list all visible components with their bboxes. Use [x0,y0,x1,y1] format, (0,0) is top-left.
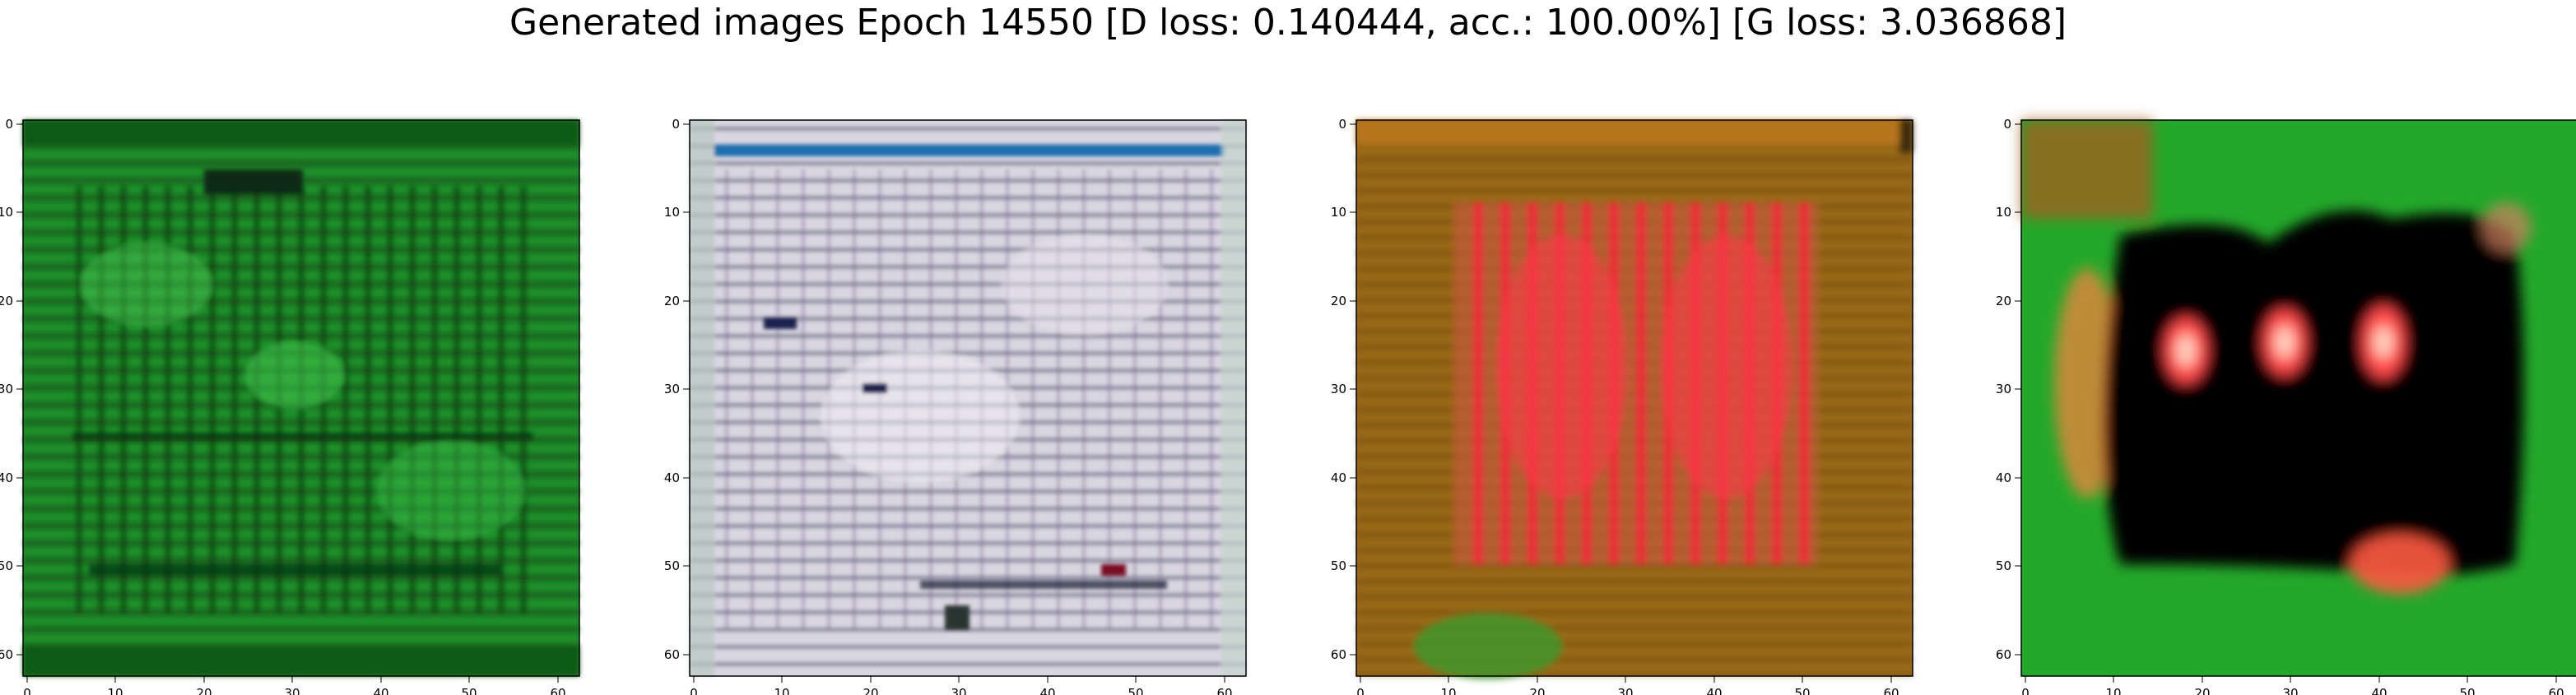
x-tick-label: 20 [1529,686,1545,695]
x-tick-label: 40 [1039,686,1055,695]
y-tick-label: 60 [1331,647,1346,662]
y-tick-label: 10 [0,205,13,220]
x-tick-label: 0 [2021,686,2030,695]
x-tick-label: 60 [1883,686,1899,695]
y-tick-label: 0 [2003,117,2011,132]
x-tick-label: 20 [196,686,212,695]
x-tick-label: 30 [1617,686,1633,695]
x-tick-label: 30 [284,686,300,695]
x-tick-label: 20 [2194,686,2210,695]
y-tick-label: 60 [0,647,13,662]
x-tick-label: 50 [461,686,477,695]
image-axes-1: 0 10 20 30 40 50 60 0 10 20 30 40 50 60 [0,117,580,695]
y-tick-label: 0 [5,117,13,132]
y-tick-label: 40 [1996,470,2011,485]
y-tick-label: 60 [1996,647,2011,662]
y-tick-label: 50 [1996,558,2011,573]
y-tick-label: 10 [664,205,680,220]
y-tick-label: 0 [672,117,680,132]
x-tick-label: 60 [2548,686,2564,695]
y-ticks: 0 10 20 30 40 50 60 [1331,117,1356,662]
x-tick-label: 10 [2105,686,2121,695]
generated-image-panel-2: 0 10 20 30 40 50 60 0 10 20 30 40 50 60 [664,117,1247,695]
y-tick-label: 30 [1331,382,1346,396]
y-tick-label: 40 [1331,470,1346,485]
x-tick-label: 20 [863,686,878,695]
y-tick-label: 50 [0,558,13,573]
axes-frame [2020,119,2576,677]
y-tick-label: 30 [664,382,680,396]
x-tick-label: 40 [2371,686,2387,695]
y-ticks: 0 10 20 30 40 50 60 [664,117,690,662]
y-tick-label: 20 [1996,294,2011,308]
generated-image-2 [690,120,1246,676]
generated-image-panel-1: 0 10 20 30 40 50 60 0 10 20 30 40 50 60 [0,117,580,695]
image-axes-4: 0 10 20 30 40 50 60 0 10 20 30 40 50 60 [1996,117,2576,695]
x-tick-label: 60 [550,686,565,695]
y-tick-label: 0 [1338,117,1346,132]
x-tick-label: 10 [774,686,789,695]
y-tick-label: 30 [0,382,13,396]
y-tick-label: 20 [664,294,680,308]
y-tick-label: 20 [0,294,13,308]
x-tick-label: 50 [1794,686,1810,695]
y-tick-label: 50 [1331,558,1346,573]
axes-frame [22,119,580,677]
x-tick-label: 40 [1706,686,1722,695]
y-tick-label: 40 [0,470,13,485]
image-axes-3: 0 10 20 30 40 50 60 0 10 20 30 40 50 60 [1331,117,1913,695]
x-ticks: 0 10 20 30 40 50 60 [23,676,566,695]
x-tick-label: 0 [1356,686,1365,695]
x-tick-label: 0 [690,686,698,695]
generated-image-panel-3: 0 10 20 30 40 50 60 0 10 20 30 40 50 60 [1331,117,1913,695]
y-tick-label: 20 [1331,294,1346,308]
x-ticks: 0 10 20 30 40 50 60 [2021,676,2564,695]
y-tick-label: 50 [664,558,680,573]
generated-image-1 [23,120,579,676]
x-tick-label: 30 [2282,686,2298,695]
x-ticks: 0 10 20 30 40 50 60 [1356,676,1899,695]
x-tick-label: 10 [1440,686,1456,695]
y-ticks: 0 10 20 30 40 50 60 [0,117,23,662]
axes-frame [1355,119,1913,677]
generated-image-panel-4: 0 10 20 30 40 50 60 0 10 20 30 40 50 60 [1996,117,2576,695]
y-tick-label: 60 [664,647,680,662]
y-tick-label: 10 [1331,205,1346,220]
y-tick-label: 30 [1996,382,2011,396]
generated-image-4 [2021,120,2576,676]
y-tick-label: 40 [664,470,680,485]
x-ticks: 0 10 20 30 40 50 60 [690,676,1233,695]
image-axes-2: 0 10 20 30 40 50 60 0 10 20 30 40 50 60 [664,117,1247,695]
y-ticks: 0 10 20 30 40 50 60 [1996,117,2021,662]
figure-title: Generated images Epoch 14550 [D loss: 0.… [509,2,2067,44]
x-tick-label: 50 [1128,686,1143,695]
generated-image-3 [1356,120,1913,679]
x-tick-label: 0 [23,686,31,695]
x-tick-label: 60 [1216,686,1232,695]
axes-frame [689,119,1247,677]
x-tick-label: 30 [951,686,966,695]
x-tick-label: 10 [107,686,123,695]
x-tick-label: 50 [2459,686,2475,695]
x-tick-label: 40 [373,686,388,695]
y-tick-label: 10 [1996,205,2011,220]
